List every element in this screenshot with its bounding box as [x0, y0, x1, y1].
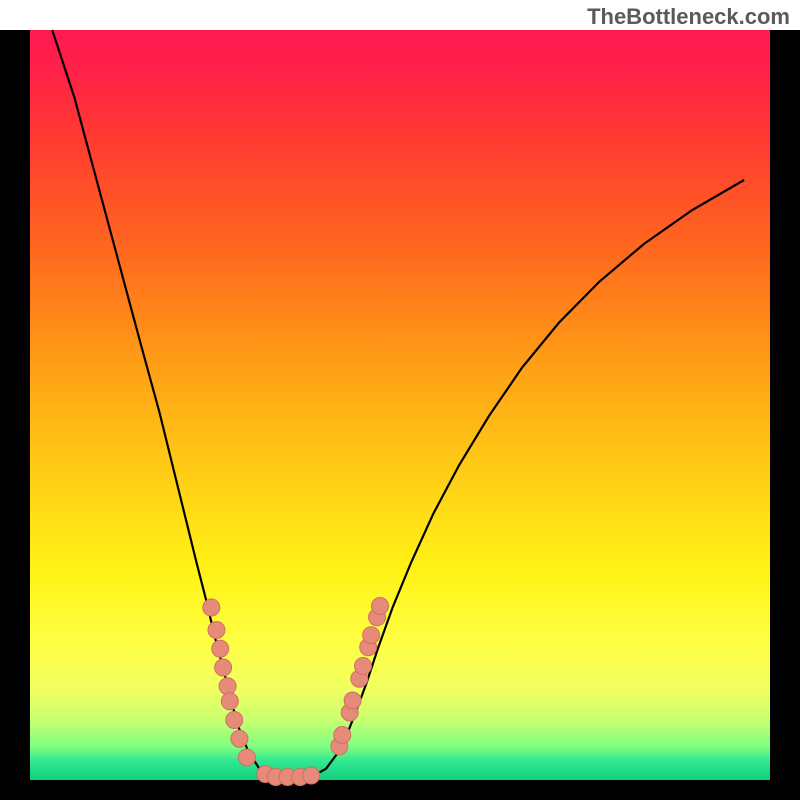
data-marker [215, 659, 232, 676]
right-curve [311, 180, 744, 777]
data-marker [334, 727, 351, 744]
data-marker [219, 678, 236, 695]
data-marker [212, 640, 229, 657]
chart-container: TheBottleneck.com [0, 0, 800, 800]
watermark-text: TheBottleneck.com [587, 4, 790, 30]
data-marker [355, 658, 372, 675]
left-curve [52, 30, 274, 777]
data-marker [303, 767, 320, 784]
chart-svg [0, 0, 800, 800]
data-marker [226, 712, 243, 729]
data-marker [221, 693, 238, 710]
data-marker [344, 692, 361, 709]
data-marker [203, 599, 220, 616]
data-marker [231, 730, 248, 747]
data-marker [238, 749, 255, 766]
data-marker [208, 622, 225, 639]
data-marker [372, 598, 389, 615]
data-marker [363, 627, 380, 644]
